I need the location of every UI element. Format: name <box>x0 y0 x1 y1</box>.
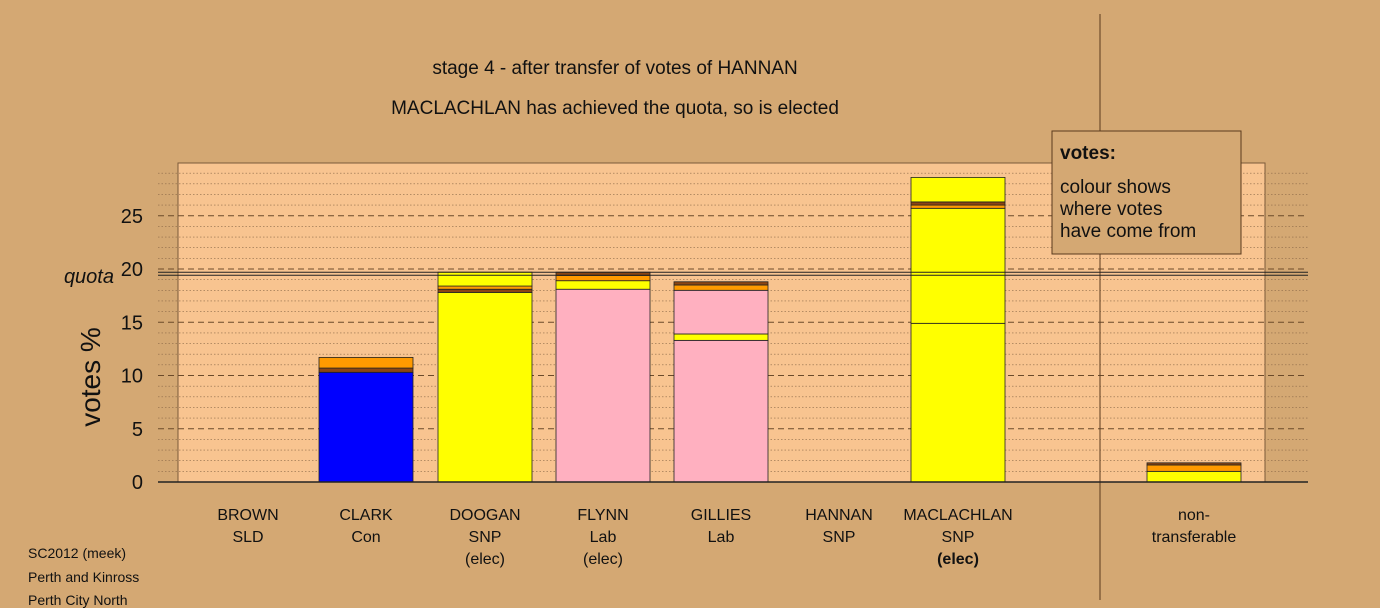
bar-segment <box>437 292 533 483</box>
bar-segment <box>1146 462 1242 466</box>
x-label-party: transferable <box>1152 529 1237 546</box>
legend-line: where votes <box>1059 199 1162 220</box>
bar-segment <box>673 333 769 341</box>
y-axis-label: votes % <box>75 327 106 427</box>
bar-segment <box>555 280 651 290</box>
bar-segment <box>437 288 533 293</box>
y-tick-labels: 0 5 10 15 20 25 <box>121 206 143 494</box>
y-tick-label: 20 <box>121 259 143 281</box>
x-label-name: CLARK <box>339 507 393 524</box>
x-label-name: BROWN <box>217 507 278 524</box>
legend: votes: colour shows where votes have com… <box>1051 130 1242 255</box>
x-label-name: FLYNN <box>577 507 628 524</box>
bar-segment <box>437 271 533 287</box>
bar-segment <box>318 356 414 369</box>
chart-subtitle: MACLACHLAN has achieved the quota, so is… <box>391 98 839 119</box>
y-tick-label: 15 <box>121 312 143 334</box>
footer-line-3: Perth City North <box>28 592 128 608</box>
legend-box <box>1051 130 1242 255</box>
x-label-name: HANNAN <box>805 507 873 524</box>
y-tick-label: 5 <box>132 419 143 441</box>
y-tick-label: 0 <box>132 472 143 494</box>
bar-segment <box>437 285 533 290</box>
x-category-labels: BROWN SLD CLARK Con DOOGAN SNP (elec) FLYNN Lab (… <box>217 507 1236 568</box>
x-label-party: SNP <box>823 529 856 546</box>
bar-segment <box>673 281 769 286</box>
footer-line-1: SC2012 (meek) <box>28 545 127 561</box>
y-tick-label: 25 <box>121 206 143 228</box>
legend-line: colour shows <box>1060 177 1171 198</box>
legend-line: have come from <box>1060 221 1196 242</box>
x-label-status: (elec) <box>937 551 979 568</box>
x-label-party: SNP <box>469 529 502 546</box>
x-label-name: MACLACHLAN <box>903 507 1012 524</box>
chart-title: stage 4 - after transfer of votes of HAN… <box>432 58 797 79</box>
x-label-party: Lab <box>590 529 617 546</box>
y-tick-label: 10 <box>121 366 143 388</box>
bar-segment <box>910 177 1006 203</box>
bar-segment <box>673 289 769 335</box>
bar-segment <box>318 371 414 483</box>
bar-segment <box>555 288 651 483</box>
bar-segment <box>910 207 1006 324</box>
x-label-status: (elec) <box>465 551 505 568</box>
footer-line-2: Perth and Kinross <box>28 569 140 585</box>
x-label-party: Con <box>351 529 380 546</box>
x-label-party: Lab <box>708 529 735 546</box>
x-label-name: non- <box>1178 507 1210 524</box>
bar-segment <box>673 339 769 483</box>
bar-segment <box>673 284 769 291</box>
x-label-party: SNP <box>942 529 975 546</box>
bar-segment <box>318 367 414 373</box>
legend-title: votes: <box>1060 143 1116 164</box>
bar-segment <box>910 201 1006 206</box>
x-label-party: SLD <box>232 529 263 546</box>
bars <box>318 177 1242 483</box>
x-label-status: (elec) <box>583 551 623 568</box>
bar-segment <box>910 204 1006 209</box>
x-label-name: GILLIES <box>691 507 751 524</box>
quota-label: quota <box>64 266 114 288</box>
bar-segment <box>1146 464 1242 472</box>
bar-segment <box>1146 470 1242 483</box>
bar-segment <box>910 322 1006 483</box>
x-label-name: DOOGAN <box>449 507 520 524</box>
bar-segment <box>555 274 651 282</box>
